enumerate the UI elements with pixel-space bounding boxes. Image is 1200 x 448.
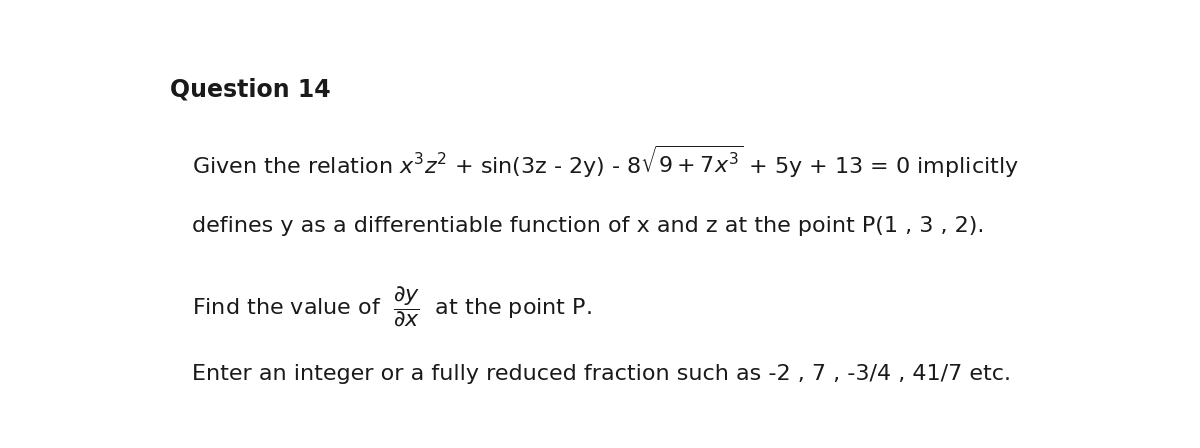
Text: Enter an integer or a fully reduced fraction such as -2 , 7 , -3/4 , 41/7 etc.: Enter an integer or a fully reduced frac… [192,364,1010,384]
Text: Given the relation $x^3z^2$ + sin(3z - 2y) - $8\sqrt{9+7x^3}$ + 5y + 13 = 0 impl: Given the relation $x^3z^2$ + sin(3z - 2… [192,143,1019,180]
Text: Question 14: Question 14 [170,78,331,102]
Text: Find the value of  $\dfrac{\partial y}{\partial x}$  at the point P.: Find the value of $\dfrac{\partial y}{\p… [192,285,592,329]
Text: defines y as a differentiable function of x and z at the point P(1 , 3 , 2).: defines y as a differentiable function o… [192,216,984,236]
